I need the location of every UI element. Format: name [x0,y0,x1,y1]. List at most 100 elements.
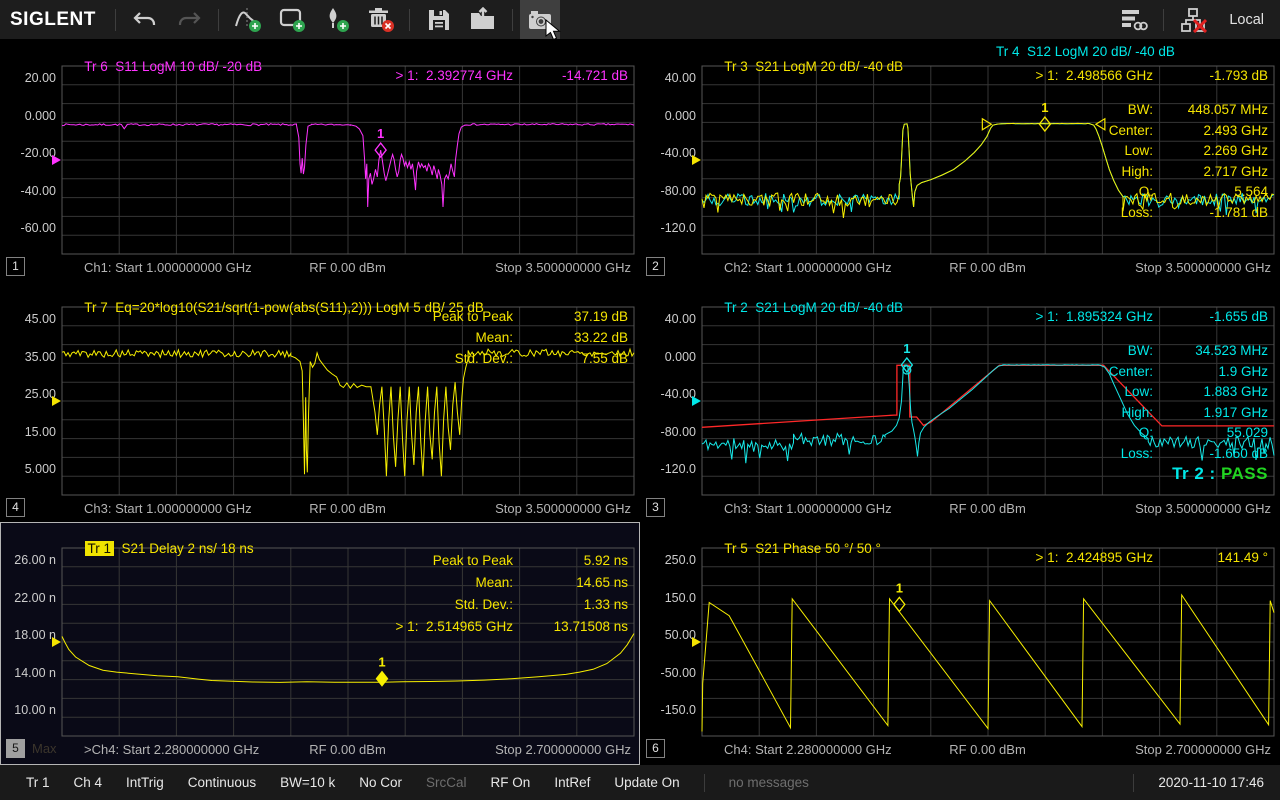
status-reference[interactable]: IntRef [554,775,590,790]
plot-area[interactable]: 1 [62,66,634,255]
trace-label[interactable]: Tr 2 S21 LogM 20 dB/ -40 dB [724,300,903,315]
svg-text:1: 1 [378,655,385,670]
lan-status-button[interactable] [1171,2,1215,38]
trace-window-6[interactable]: Tr 5 S21 Phase 50 °/ 50 ° 250.0 150.0 50… [640,522,1280,765]
remote-setup-button[interactable] [1112,2,1156,38]
channel-power: RF 0.00 dBm [949,260,1026,275]
marker-frequency: > 1: 2.514965 GHz [396,619,513,634]
add-trace-icon [233,6,263,34]
status-active-channel[interactable]: Ch 4 [74,775,103,790]
channel-footer: Ch4: Start 2.280000000 GHz RF 0.00 dBm S… [702,742,1273,760]
trace-window-4[interactable]: Tr 7 Eq=20*log10(S21/sqrt(1-pow(abs(S11)… [0,281,640,522]
marker-value: 13.71508 ns [554,619,628,634]
channel-footer: Ch3: Start 1.000000000 GHz RF 0.00 dBm S… [702,501,1273,519]
redo-button[interactable] [167,2,211,38]
vna-application: SIGLENT [0,0,1280,800]
stat-value: -1.781 dB [1209,205,1268,220]
channel-stop: Stop 3.500000000 GHz [1135,501,1271,516]
add-trace-button[interactable] [226,2,270,38]
local-mode-label[interactable]: Local [1229,12,1264,28]
status-source-cal[interactable]: SrcCal [426,775,467,790]
limit-test-status: PASS [1221,464,1268,483]
status-datetime: 2020-11-10 17:46 [1158,775,1264,790]
marker-value: -14.721 dB [562,68,628,83]
stat-value: 34.523 MHz [1195,343,1268,358]
status-bar: Tr 1 Ch 4 IntTrig Continuous BW=10 k No … [0,765,1280,800]
stat-value: 5.92 ns [584,553,628,568]
trace-label[interactable]: Tr 5 S21 Phase 50 °/ 50 ° [724,541,881,556]
trace-window-5-active[interactable]: Tr 1 S21 Delay 2 ns/ 18 ns 26.00 n 22.00… [0,522,640,765]
status-correction[interactable]: No Cor [359,775,402,790]
channel-start: Ch3: Start 1.000000000 GHz [84,501,252,516]
open-icon [469,7,497,33]
toolbar-divider [1163,9,1164,31]
window-number-badge[interactable]: 3 [646,498,665,517]
stat-value: 2.493 GHz [1203,123,1268,138]
y-axis-label: 26.00 n [0,553,56,567]
marker-frequency: > 1: 2.392774 GHz [396,68,513,83]
trace-window-1[interactable]: Tr 6 S11 LogM 10 dB/ -20 dB 20.00 0.000 … [0,40,640,281]
siglent-logo: SIGLENT [10,9,96,31]
stat-label: Loss: [1121,446,1153,461]
window-maximize-hint[interactable]: Max [32,741,57,756]
window-number-badge[interactable]: 2 [646,257,665,276]
plot-area[interactable]: 1 [702,548,1274,737]
y-axis-label: 14.00 n [0,666,56,680]
marker-frequency: > 1: 1.895324 GHz [1036,309,1153,324]
stat-label: Q: [1139,425,1153,440]
status-update[interactable]: Update On [614,775,679,790]
y-axis-label: 40.00 [640,71,696,85]
window-number-badge[interactable]: 4 [6,498,25,517]
y-axis-label: -40.00 [0,184,56,198]
trace-label[interactable]: Tr 6 S11 LogM 10 dB/ -20 dB [84,59,262,74]
y-axis-label: 0.000 [640,109,696,123]
status-trigger-source[interactable]: IntTrig [126,775,164,790]
delete-trace-button[interactable] [358,2,402,38]
save-button[interactable] [417,2,461,38]
trace-label[interactable]: Tr 4 S12 LogM 20 dB/ -40 dB [996,44,1175,59]
stat-value: 55.029 [1227,425,1268,440]
trace-label[interactable]: Tr 3 S21 LogM 20 dB/ -40 dB [724,59,903,74]
mouse-cursor [545,19,563,41]
delete-trace-icon [365,6,395,34]
active-trace-badge[interactable]: Tr 1 [85,541,115,556]
trace-window-3[interactable]: Tr 2 S21 LogM 20 dB/ -40 dB 40.00 0.000 … [640,281,1280,522]
toolbar-divider [218,9,219,31]
trace-label[interactable]: Tr 7 Eq=20*log10(S21/sqrt(1-pow(abs(S11)… [84,300,484,315]
channel-start: >Ch4: Start 2.280000000 GHz [84,742,259,757]
y-axis-label: 50.00 [640,628,696,642]
trace-title-bar: Tr 1 S21 Delay 2 ns/ 18 ns [62,526,254,542]
add-marker-button[interactable] [314,2,358,38]
marker-value: 141.49 ° [1218,550,1268,565]
trace-label[interactable]: S21 Delay 2 ns/ 18 ns [114,541,254,556]
channel-stop: Stop 2.700000000 GHz [495,742,631,757]
add-window-button[interactable] [270,2,314,38]
remote-setup-icon [1119,7,1149,33]
trace-window-2[interactable]: Tr 3 S21 LogM 20 dB/ -40 dB Tr 4 S12 Log… [640,40,1280,281]
open-button[interactable] [461,2,505,38]
channel-stop: Stop 3.500000000 GHz [495,501,631,516]
status-active-trace[interactable]: Tr 1 [26,775,50,790]
status-sweep-mode[interactable]: Continuous [188,775,256,790]
measurement-stat-row: Mean:33.22 dB [62,330,633,349]
channel-start: Ch2: Start 1.000000000 GHz [724,260,892,275]
y-axis-label: 35.00 [0,350,56,364]
bandwidth-stat-row: BW:448.057 MHz [702,102,1273,121]
status-messages: no messages [729,775,809,790]
bandwidth-stat-row: Low:2.269 GHz [702,143,1273,162]
trace-title-bar: Tr 6 S11 LogM 10 dB/ -20 dB [62,44,262,60]
window-number-badge[interactable]: 5 [6,739,25,758]
channel-start: Ch1: Start 1.000000000 GHz [84,260,252,275]
measurement-stat-row: Std. Dev.:1.33 ns [62,597,633,616]
status-if-bandwidth[interactable]: BW=10 k [280,775,335,790]
window-number-badge[interactable]: 1 [6,257,25,276]
y-axis-label: 0.000 [0,109,56,123]
stat-label: Center: [1109,364,1153,379]
status-rf-output[interactable]: RF On [491,775,531,790]
status-divider [704,774,705,792]
undo-button[interactable] [123,2,167,38]
window-number-badge[interactable]: 6 [646,739,665,758]
stat-value: -1.650 dB [1209,446,1268,461]
stat-value: 2.717 GHz [1203,164,1268,179]
y-axis-label: 15.00 [0,425,56,439]
